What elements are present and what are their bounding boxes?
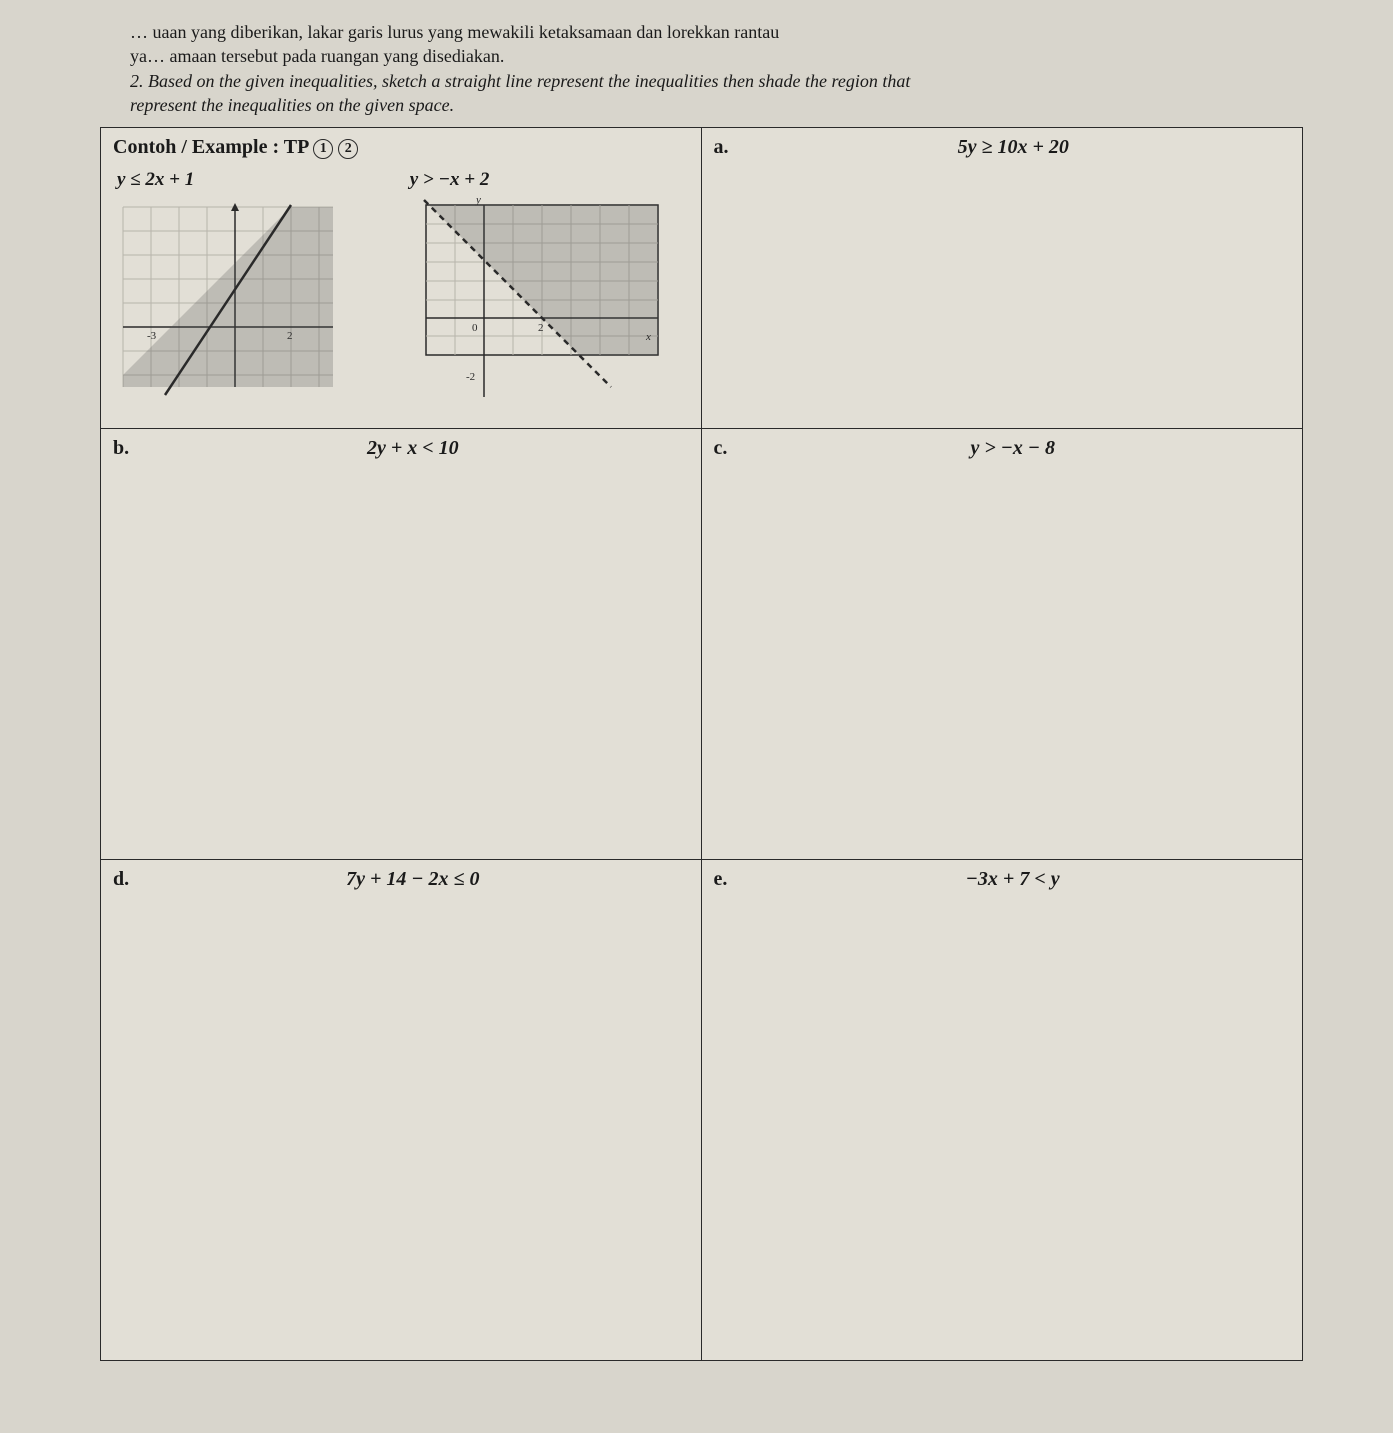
cell-a-expr: 5y ≥ 10x + 20 [737,136,1291,159]
cell-d-expr: 7y + 14 − 2x ≤ 0 [137,868,688,891]
graph1-shade [123,207,333,387]
cell-c-label: c. [714,437,728,460]
circled-2: 2 [338,139,358,159]
cell-c-header: c. y > −x − 8 [714,437,1291,460]
cell-a: a. 5y ≥ 10x + 20 [702,128,1303,428]
table-row: Contoh / Example : TP 1 2 y ≤ 2x + 1 [101,128,1302,429]
graph2-shade [429,205,658,355]
cell-a-header: a. 5y ≥ 10x + 20 [714,136,1291,159]
graph1-label: y ≤ 2x + 1 [113,169,396,191]
example-graph-2: y > −x + 2 [406,169,689,407]
graph2-origin-label: 0 [472,322,478,334]
cell-c-expr: y > −x − 8 [735,437,1290,460]
cell-example: Contoh / Example : TP 1 2 y ≤ 2x + 1 [101,128,702,428]
graph2-tick-2: 2 [538,322,544,334]
graph2-label: y > −x + 2 [406,169,689,191]
cell-d-header: d. 7y + 14 − 2x ≤ 0 [113,868,689,891]
graph2-svg: 0 2 x -2 y [406,197,666,407]
instruction-line-1: … uaan yang diberikan, lakar garis lurus… [130,20,1303,44]
example-graph-1: y ≤ 2x + 1 [113,169,396,407]
graph1-tick-2: 2 [287,330,293,342]
cell-e-label: e. [714,868,728,891]
cell-b-expr: 2y + x < 10 [137,437,688,460]
instruction-line-4: represent the inequalities on the given … [130,93,1303,117]
graph2-tick-neg2: -2 [466,371,475,383]
instruction-line-3: 2. Based on the given inequalities, sket… [130,69,1303,93]
example-graphs: y ≤ 2x + 1 [113,169,689,407]
cell-b: b. 2y + x < 10 [101,429,702,859]
cell-a-label: a. [714,136,729,159]
cell-b-header: b. 2y + x < 10 [113,437,689,460]
cell-e: e. −3x + 7 < y [702,860,1303,1360]
table-row: b. 2y + x < 10 c. y > −x − 8 [101,429,1302,860]
cell-d-label: d. [113,868,129,891]
graph1-svg: -3 2 [113,197,343,397]
instruction-line-2: ya… amaan tersebut pada ruangan yang dis… [130,44,1303,68]
example-title-text: Contoh / Example : TP [113,136,308,158]
example-title: Contoh / Example : TP 1 2 [113,136,689,159]
cell-c: c. y > −x − 8 [702,429,1303,859]
cell-b-label: b. [113,437,129,460]
graph1-tick-neg3: -3 [147,330,157,342]
cell-e-header: e. −3x + 7 < y [714,868,1291,891]
worksheet-table: Contoh / Example : TP 1 2 y ≤ 2x + 1 [100,127,1303,1361]
graph2-y-label: y [475,197,481,206]
circled-1: 1 [313,139,333,159]
table-row: d. 7y + 14 − 2x ≤ 0 e. −3x + 7 < y [101,860,1302,1360]
instructions-block: … uaan yang diberikan, lakar garis lurus… [100,20,1303,117]
cell-d: d. 7y + 14 − 2x ≤ 0 [101,860,702,1360]
graph2-x-label: x [645,331,651,343]
cell-e-expr: −3x + 7 < y [735,868,1290,891]
